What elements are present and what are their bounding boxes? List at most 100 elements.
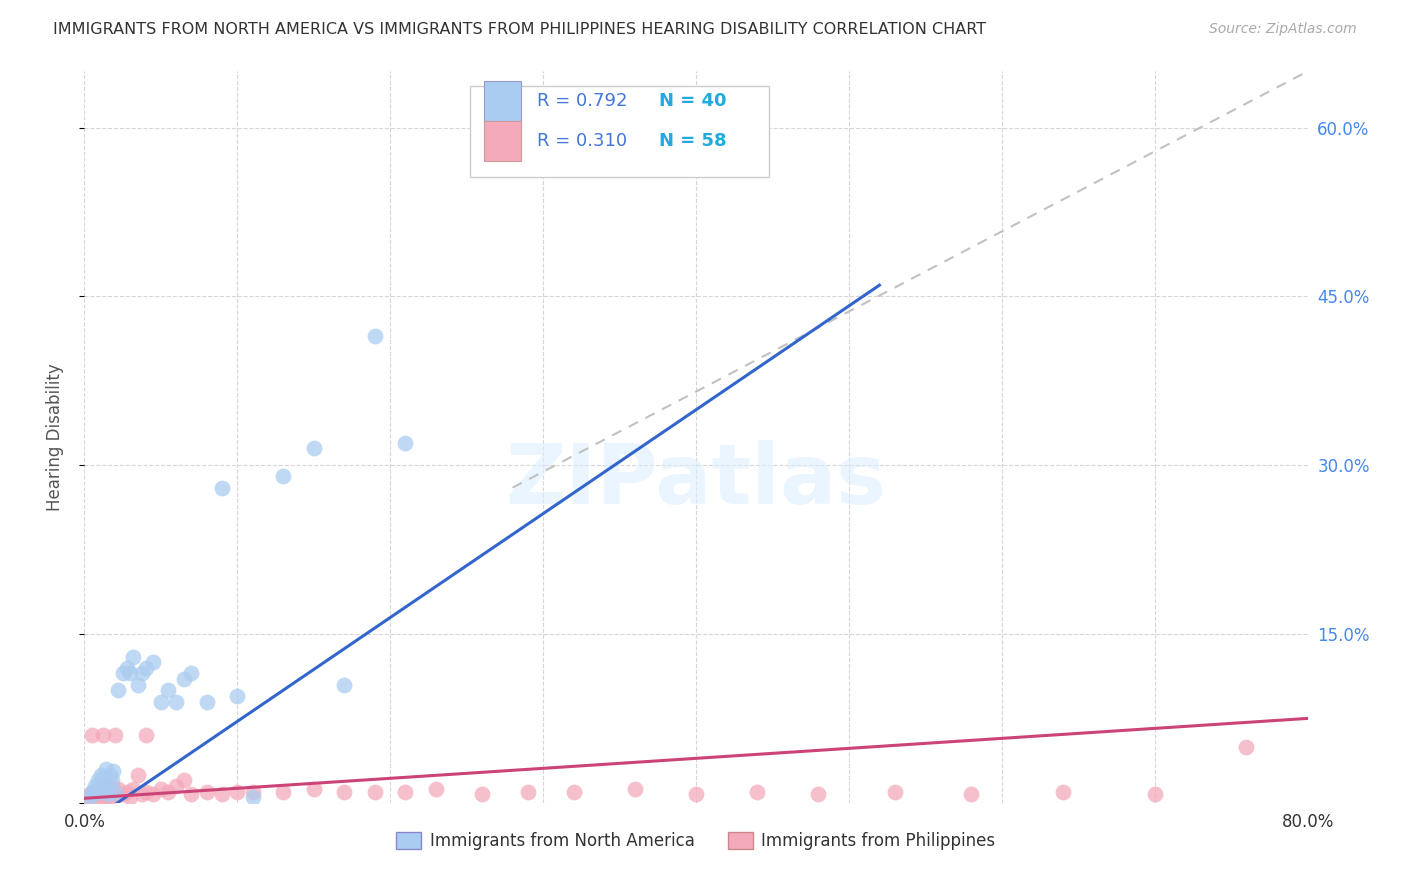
Point bbox=[80, 784, 103, 798]
Point bbox=[157, 683, 180, 698]
Point bbox=[98, 790, 121, 805]
Point bbox=[165, 694, 187, 708]
Y-axis label: Hearing Disability: Hearing Disability bbox=[45, 363, 63, 511]
Point bbox=[86, 782, 108, 797]
Point bbox=[271, 784, 294, 798]
Text: N = 40: N = 40 bbox=[659, 92, 727, 110]
Point bbox=[104, 784, 127, 798]
FancyBboxPatch shape bbox=[470, 86, 769, 178]
Point bbox=[89, 784, 111, 798]
Point bbox=[104, 784, 127, 798]
Point bbox=[1052, 784, 1074, 798]
Point bbox=[101, 773, 124, 788]
Point bbox=[211, 481, 233, 495]
Point bbox=[115, 784, 138, 798]
Point bbox=[173, 773, 195, 788]
Point bbox=[624, 782, 647, 797]
Point bbox=[77, 792, 100, 806]
Point bbox=[80, 784, 103, 798]
Text: IMMIGRANTS FROM NORTH AMERICA VS IMMIGRANTS FROM PHILIPPINES HEARING DISABILITY : IMMIGRANTS FROM NORTH AMERICA VS IMMIGRA… bbox=[53, 22, 987, 37]
Point bbox=[394, 784, 416, 798]
Point bbox=[394, 435, 416, 450]
Point bbox=[122, 649, 145, 664]
Point bbox=[91, 779, 114, 793]
Point bbox=[1236, 739, 1258, 754]
Point bbox=[226, 784, 249, 798]
Point bbox=[333, 784, 356, 798]
Point bbox=[883, 784, 905, 798]
Point bbox=[107, 683, 129, 698]
Point bbox=[93, 787, 115, 801]
Point bbox=[87, 773, 110, 788]
Point bbox=[516, 784, 538, 798]
Text: R = 0.792: R = 0.792 bbox=[537, 92, 627, 110]
Point bbox=[120, 666, 142, 681]
Text: R = 0.310: R = 0.310 bbox=[537, 132, 627, 150]
Point bbox=[104, 728, 127, 742]
Point bbox=[195, 784, 218, 798]
Point bbox=[135, 661, 157, 675]
Point bbox=[84, 790, 107, 805]
Point bbox=[425, 782, 447, 797]
Point bbox=[75, 790, 97, 805]
Point bbox=[685, 787, 707, 801]
Point bbox=[115, 661, 138, 675]
Legend: Immigrants from North America, Immigrants from Philippines: Immigrants from North America, Immigrant… bbox=[389, 825, 1002, 856]
Point bbox=[562, 784, 585, 798]
Point bbox=[127, 678, 149, 692]
Point bbox=[364, 328, 387, 343]
Point bbox=[94, 762, 117, 776]
Point bbox=[333, 678, 356, 692]
Point bbox=[98, 767, 121, 781]
Text: ZIPatlas: ZIPatlas bbox=[506, 441, 886, 522]
Point bbox=[86, 782, 108, 797]
Point bbox=[180, 787, 202, 801]
Point bbox=[242, 790, 264, 805]
Point bbox=[127, 767, 149, 781]
Point bbox=[747, 784, 769, 798]
Point bbox=[94, 790, 117, 805]
Point bbox=[149, 782, 172, 797]
Point bbox=[807, 787, 830, 801]
Point bbox=[271, 469, 294, 483]
Point bbox=[96, 779, 118, 793]
Point bbox=[131, 787, 153, 801]
Point bbox=[89, 775, 111, 789]
Point bbox=[91, 728, 114, 742]
Point bbox=[87, 787, 110, 801]
Point bbox=[80, 728, 103, 742]
Point bbox=[111, 787, 134, 801]
Point bbox=[83, 787, 105, 801]
Point bbox=[101, 779, 124, 793]
Point bbox=[180, 666, 202, 681]
Point bbox=[173, 672, 195, 686]
Point bbox=[122, 782, 145, 797]
Point bbox=[302, 782, 325, 797]
Point bbox=[90, 790, 112, 805]
Point bbox=[93, 784, 115, 798]
Point bbox=[103, 764, 125, 779]
Point bbox=[83, 787, 105, 801]
Point bbox=[107, 782, 129, 797]
Point bbox=[90, 767, 112, 781]
Point bbox=[77, 790, 100, 805]
Point bbox=[131, 666, 153, 681]
Point bbox=[226, 689, 249, 703]
Point bbox=[195, 694, 218, 708]
Bar bbox=[484, 80, 522, 120]
Point bbox=[142, 655, 165, 669]
Point bbox=[242, 784, 264, 798]
Point bbox=[165, 779, 187, 793]
Point bbox=[135, 784, 157, 798]
Point bbox=[142, 787, 165, 801]
Text: N = 58: N = 58 bbox=[659, 132, 727, 150]
Point bbox=[97, 782, 120, 797]
Point bbox=[91, 771, 114, 785]
Point bbox=[157, 784, 180, 798]
Point bbox=[1143, 787, 1166, 801]
Point bbox=[84, 779, 107, 793]
Bar bbox=[484, 120, 522, 161]
Point bbox=[364, 784, 387, 798]
Point bbox=[149, 694, 172, 708]
Point bbox=[103, 787, 125, 801]
